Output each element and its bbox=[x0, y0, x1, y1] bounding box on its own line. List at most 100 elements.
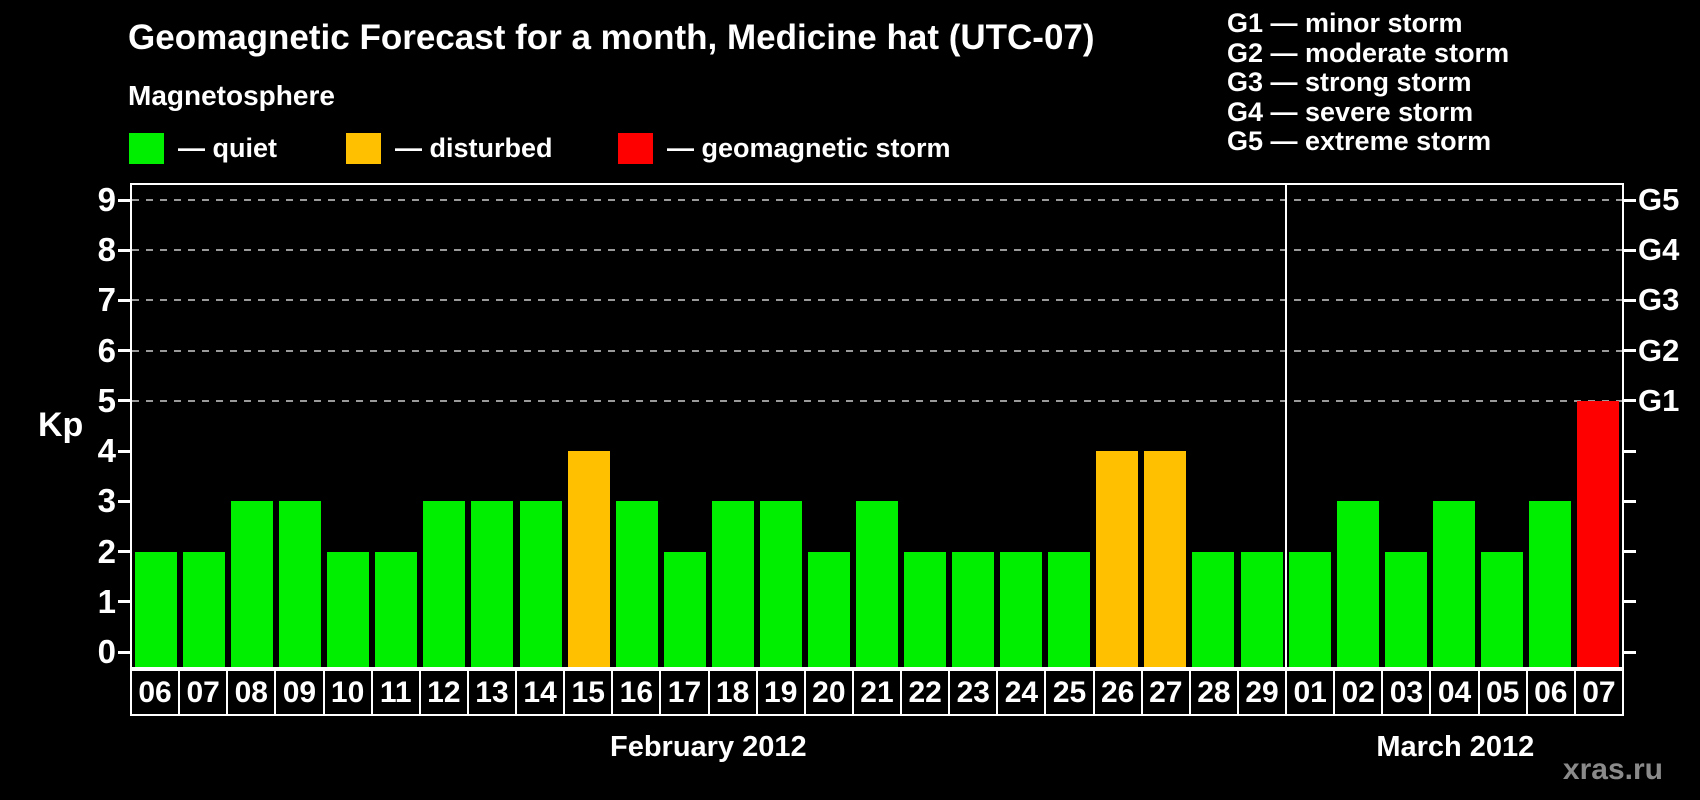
kp-bar-day-24 bbox=[1000, 551, 1043, 667]
kp-bar-day-06 bbox=[1528, 501, 1571, 667]
date-cell: 04 bbox=[1431, 671, 1478, 714]
storm-color-swatch bbox=[618, 132, 653, 164]
y-axis-title-kp: Kp bbox=[38, 406, 84, 444]
kp-bar-day-10 bbox=[327, 551, 370, 667]
month-label-february: February 2012 bbox=[609, 731, 807, 763]
date-cell: 12 bbox=[420, 671, 467, 714]
kp-bar-day-05 bbox=[1480, 551, 1523, 667]
date-cell: 07 bbox=[1575, 671, 1622, 714]
g-tick-label-G3: G3 bbox=[1638, 282, 1680, 318]
y-tick-label-7: 7 bbox=[97, 281, 116, 319]
g-scale-legend-line: G4 — severe storm bbox=[1227, 96, 1474, 127]
kp-bar-day-08 bbox=[231, 501, 274, 667]
chart-title: Geomagnetic Forecast for a month, Medici… bbox=[128, 18, 1095, 57]
g-tick-label-G1: G1 bbox=[1638, 382, 1680, 418]
date-cell: 26 bbox=[1094, 671, 1141, 714]
g-scale-legend-line: G3 — strong storm bbox=[1227, 67, 1472, 97]
gridline-kp9 bbox=[132, 199, 1622, 202]
date-cell: 05 bbox=[1479, 671, 1526, 714]
axis-tick-left bbox=[118, 499, 130, 503]
date-cell: 07 bbox=[180, 671, 227, 714]
legend-item-storm: — geomagnetic storm bbox=[618, 132, 951, 164]
gridline-kp8 bbox=[132, 249, 1622, 252]
axis-tick-right bbox=[1624, 449, 1636, 453]
kp-bar-day-20 bbox=[807, 551, 850, 667]
axis-tick-left bbox=[118, 449, 130, 453]
y-tick-label-5: 5 bbox=[97, 381, 116, 419]
g-tick-label-G4: G4 bbox=[1638, 232, 1680, 268]
gridline-kp7 bbox=[132, 299, 1622, 302]
date-cell: 13 bbox=[468, 671, 516, 714]
kp-bar-day-27 bbox=[1144, 451, 1187, 667]
kp-bar-day-01 bbox=[1288, 551, 1331, 667]
kp-bar-day-28 bbox=[1192, 551, 1235, 667]
g-scale-legend-line: G2 — moderate storm bbox=[1227, 37, 1510, 68]
date-cell: 22 bbox=[902, 671, 949, 714]
axis-tick-right bbox=[1624, 650, 1636, 654]
y-tick-label-6: 6 bbox=[97, 331, 116, 369]
date-cell: 11 bbox=[372, 671, 419, 714]
kp-bar-day-14 bbox=[519, 501, 562, 667]
date-cell: 06 bbox=[132, 671, 179, 714]
axis-tick-left bbox=[118, 248, 130, 252]
kp-bar-day-23 bbox=[952, 551, 995, 667]
date-cell: 17 bbox=[661, 671, 708, 714]
y-tick-label-4: 4 bbox=[97, 432, 116, 470]
date-cell: 14 bbox=[517, 671, 564, 714]
date-cell: 28 bbox=[1190, 671, 1237, 714]
date-cell: 21 bbox=[853, 671, 901, 714]
g-scale-legend-line: G5 — extreme storm bbox=[1227, 126, 1492, 156]
axis-tick-left bbox=[118, 298, 130, 302]
legend-item-quiet: — quiet bbox=[129, 132, 277, 164]
y-tick-label-9: 9 bbox=[97, 181, 116, 219]
legend-item-disturbed: — disturbed bbox=[346, 132, 553, 164]
kp-bar-day-22 bbox=[904, 551, 947, 667]
date-cell: 23 bbox=[950, 671, 997, 714]
axis-tick-left bbox=[118, 198, 130, 202]
plot-area bbox=[118, 183, 1636, 669]
date-cell: 06 bbox=[1527, 671, 1574, 714]
date-cell: 01 bbox=[1287, 671, 1334, 714]
g-tick-label-G2: G2 bbox=[1638, 332, 1680, 368]
date-cell: 16 bbox=[613, 671, 660, 714]
kp-bar-day-15 bbox=[567, 451, 610, 667]
kp-bar-day-21 bbox=[856, 501, 898, 667]
quiet-color-swatch bbox=[129, 132, 164, 164]
legend-item-label: — disturbed bbox=[395, 132, 553, 163]
gridline-kp6 bbox=[132, 349, 1622, 352]
y-tick-label-0: 0 bbox=[97, 633, 116, 670]
kp-bar-day-07 bbox=[1576, 400, 1619, 667]
date-cell: 08 bbox=[228, 671, 275, 714]
kp-bar-day-19 bbox=[759, 501, 802, 667]
date-cell: 24 bbox=[998, 671, 1045, 714]
axis-tick-left bbox=[118, 550, 130, 554]
axis-tick-right bbox=[1624, 298, 1636, 302]
date-cell: 02 bbox=[1335, 671, 1382, 714]
kp-bar-day-11 bbox=[375, 551, 418, 667]
date-cell: 20 bbox=[805, 671, 852, 714]
legend-item-label: — geomagnetic storm bbox=[667, 132, 951, 163]
g-tick-label-G5: G5 bbox=[1638, 182, 1680, 218]
axis-tick-right bbox=[1624, 399, 1636, 403]
kp-bar-day-16 bbox=[615, 501, 658, 667]
magnetosphere-legend-heading: Magnetosphere bbox=[128, 80, 335, 111]
axis-tick-left bbox=[118, 399, 130, 403]
date-cell: 27 bbox=[1142, 671, 1189, 714]
g-scale-legend: G1 — minor storm G2 — moderate storm G3 … bbox=[1227, 8, 1510, 157]
kp-bar-day-12 bbox=[423, 501, 466, 667]
kp-bar-day-17 bbox=[663, 551, 706, 667]
axis-tick-right bbox=[1624, 248, 1636, 252]
date-cell: 18 bbox=[709, 671, 756, 714]
axis-tick-left bbox=[118, 650, 130, 654]
kp-bar-day-13 bbox=[471, 501, 514, 667]
kp-bar-day-25 bbox=[1048, 551, 1091, 667]
y-tick-label-8: 8 bbox=[97, 231, 116, 269]
axis-tick-left bbox=[118, 349, 130, 353]
date-cell: 15 bbox=[565, 671, 612, 714]
kp-bar-day-04 bbox=[1432, 501, 1475, 667]
axis-tick-left bbox=[118, 600, 130, 604]
axis-tick-right bbox=[1624, 600, 1636, 604]
xras-watermark: xras.ru bbox=[1562, 753, 1663, 786]
g-scale-legend-line: G1 — minor storm bbox=[1227, 8, 1463, 38]
date-cell: 09 bbox=[276, 671, 323, 714]
